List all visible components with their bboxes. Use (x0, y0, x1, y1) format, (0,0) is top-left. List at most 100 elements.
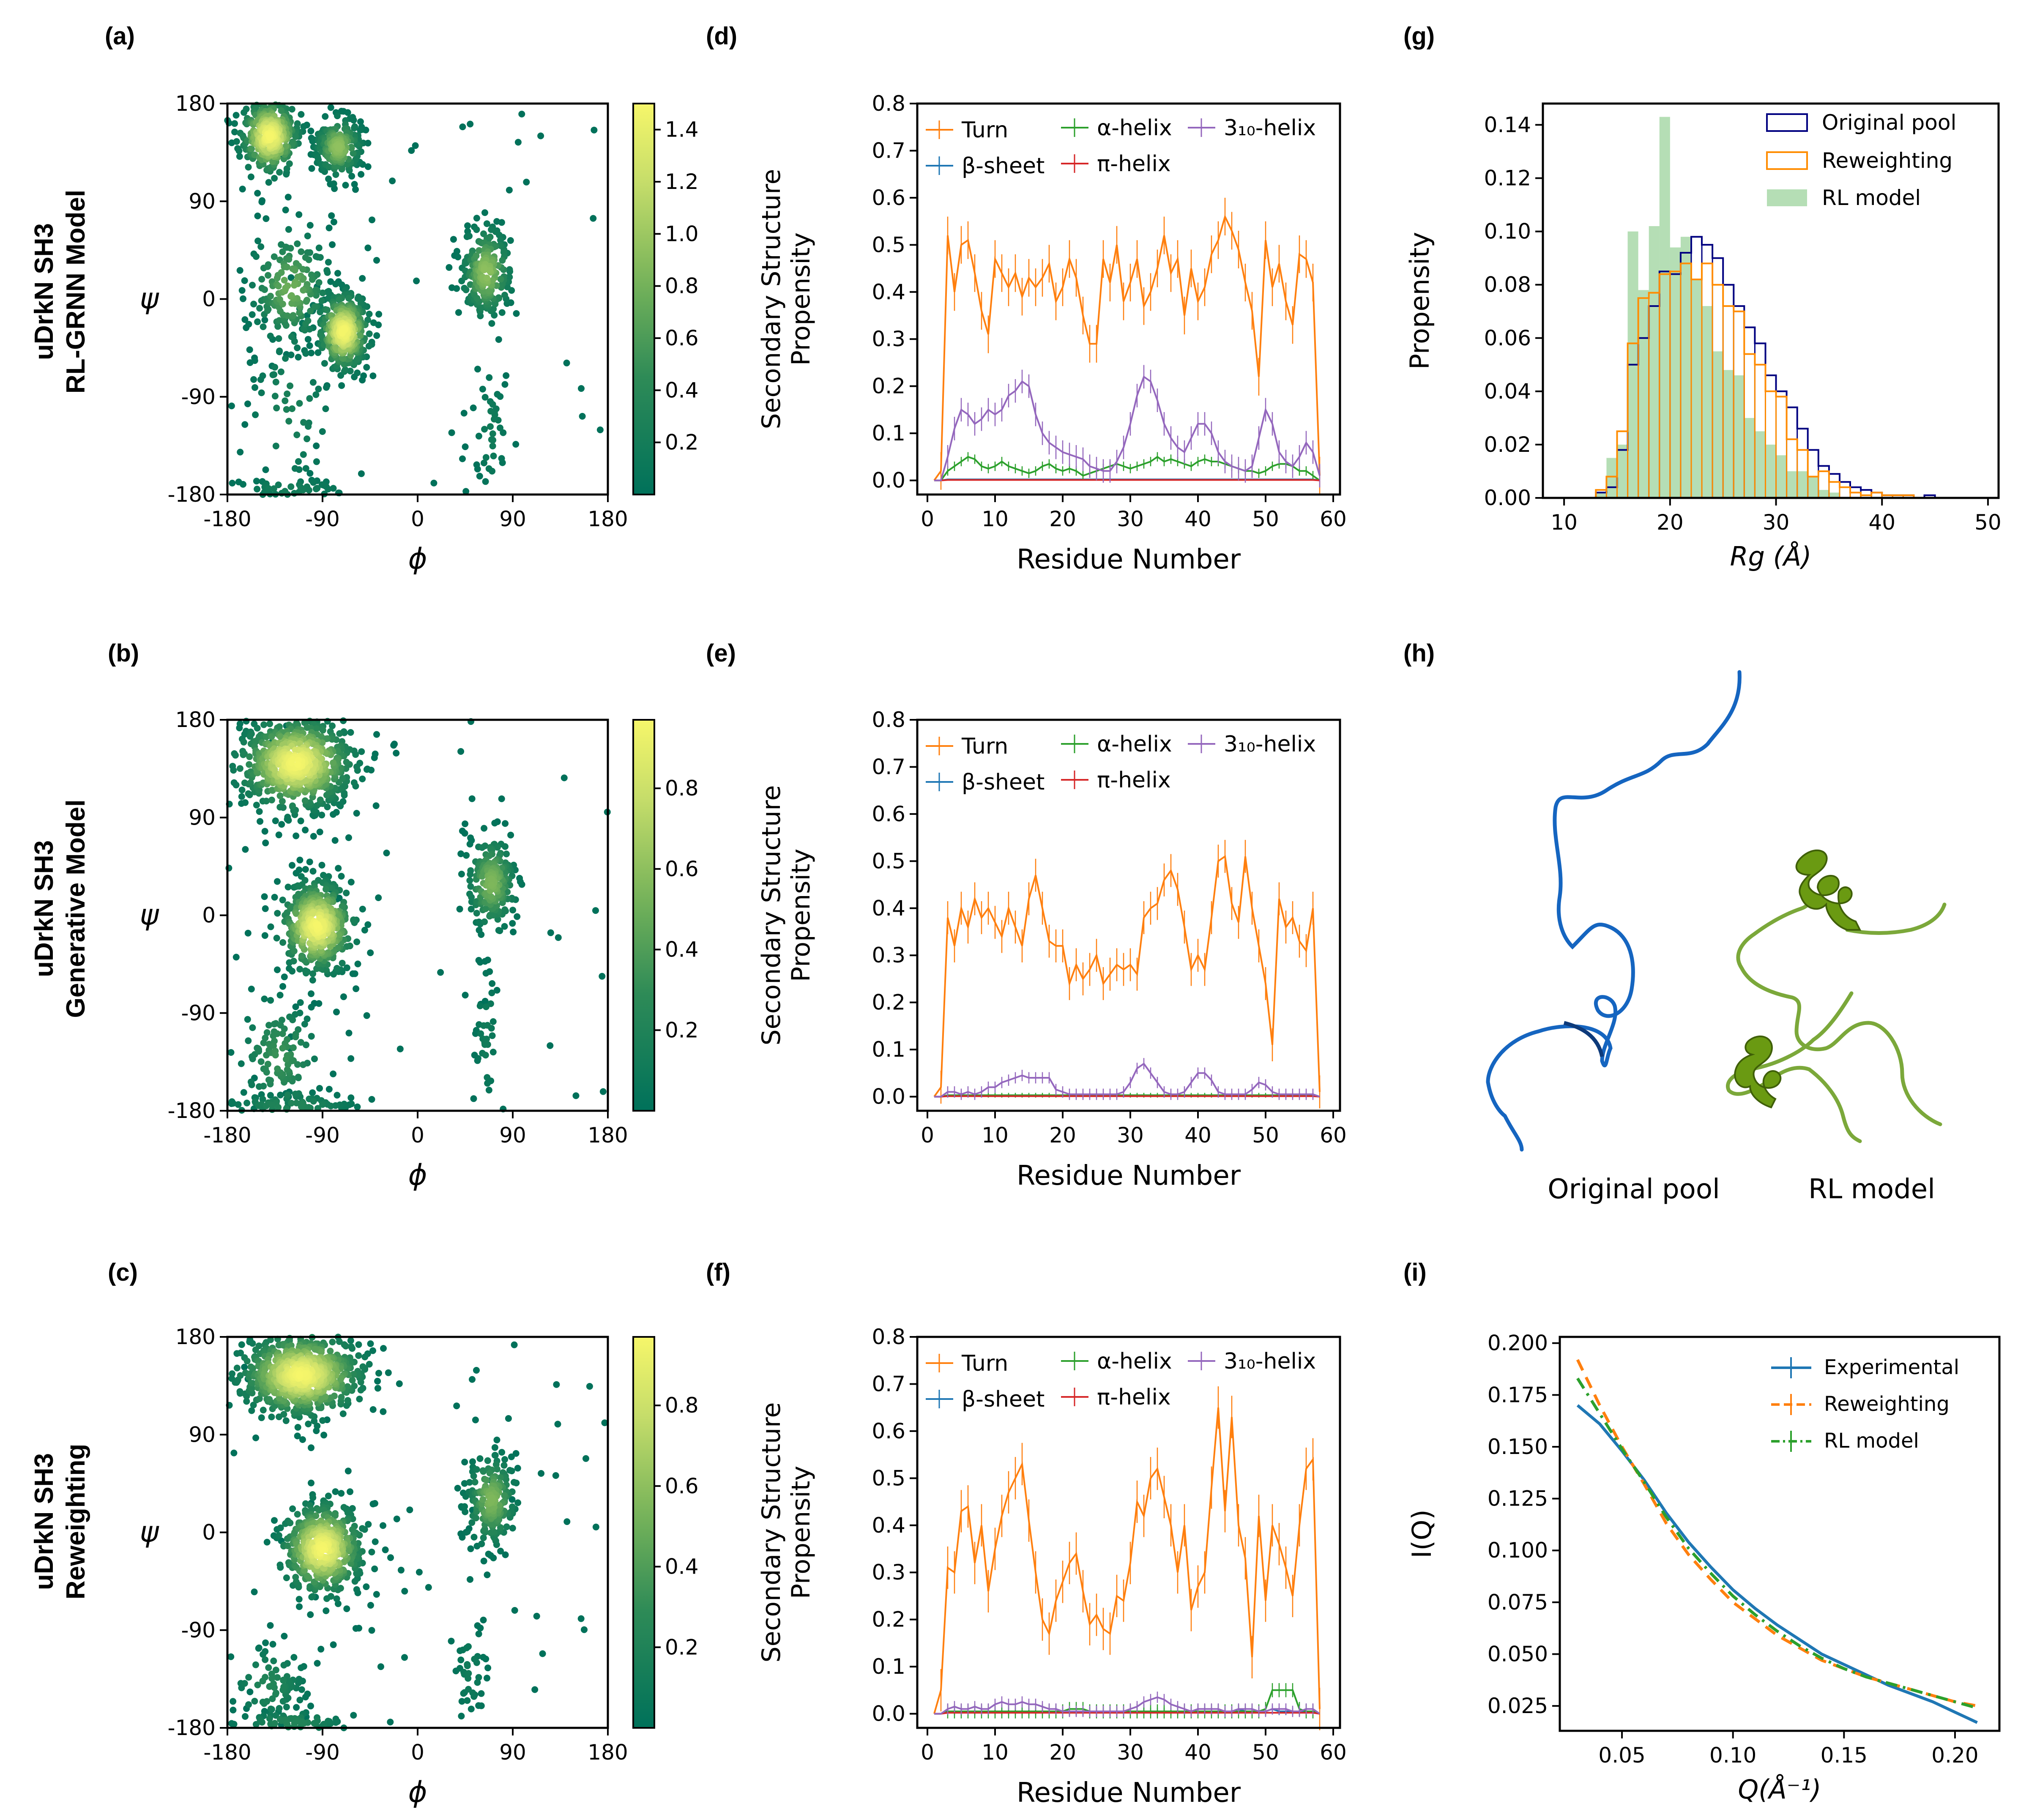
scatter-point (254, 238, 262, 244)
scatter-point (313, 458, 320, 465)
scatter-point (309, 977, 316, 984)
scatter-point (292, 1003, 299, 1010)
scatter-point (294, 1511, 301, 1518)
scatter-point (295, 1596, 303, 1603)
scatter-point (474, 1622, 481, 1629)
scatter-point (343, 964, 350, 971)
scatter-point (365, 1521, 372, 1528)
scatter-point (318, 1349, 325, 1356)
legend-label: π-helix (1097, 151, 1171, 177)
scatter-point (258, 1414, 265, 1421)
scatter-point (294, 893, 301, 900)
scatter-point (491, 820, 498, 827)
y-axis-label-line1: Secondary Structure (757, 169, 786, 429)
scatter-point (563, 1518, 571, 1525)
scatter-point (393, 1515, 400, 1522)
scatter-point (276, 347, 283, 355)
scatter-point (279, 939, 287, 946)
scatter-point (489, 1018, 497, 1025)
scatter-point (288, 292, 295, 299)
scatter-point (555, 934, 562, 941)
scatter-point (489, 430, 496, 437)
scatter-point (356, 332, 363, 339)
panel-label-g: (g) (1403, 22, 1435, 50)
colorbar-tick-label: 0.2 (665, 1018, 699, 1042)
scatter-point (306, 858, 313, 866)
scatter-point (293, 910, 300, 917)
scatter-point (363, 364, 370, 371)
scatter-point (498, 455, 505, 462)
scatter-point (482, 454, 489, 461)
scatter-point (467, 871, 474, 878)
x-tick-label: -180 (203, 1123, 251, 1148)
scatter-point (241, 1364, 248, 1371)
scatter-point (318, 812, 325, 819)
scatter-point (277, 1091, 284, 1099)
scatter-point (311, 1720, 318, 1727)
scatter-point (306, 470, 314, 477)
scatter-point (276, 1561, 284, 1569)
series-line (934, 456, 1321, 481)
scatter-point (489, 980, 496, 987)
scatter-point (503, 1523, 510, 1530)
scatter-point (354, 1103, 361, 1110)
scatter-point (506, 186, 513, 194)
scatter-point (321, 360, 328, 367)
scatter-point (281, 973, 288, 981)
scatter-point (371, 754, 378, 761)
scatter-point (484, 1074, 491, 1081)
scatter-points (225, 717, 611, 1114)
scatter-point (489, 401, 496, 408)
scatter-point (501, 923, 508, 930)
scatter-point (282, 142, 290, 150)
scatter-point (480, 1558, 487, 1565)
scatter-point (487, 407, 495, 415)
scatter-point (283, 1703, 290, 1711)
scatter-point (374, 1385, 381, 1392)
scatter-point (264, 263, 271, 270)
x-tick-label: -180 (203, 1740, 251, 1765)
scatter-point (408, 147, 415, 154)
scatter-point (280, 804, 287, 811)
scatter-point (252, 384, 258, 391)
scatter-point (332, 171, 339, 178)
scatter-point (278, 1017, 285, 1024)
y-axis-label-line2: Propensity (786, 232, 816, 366)
scatter-point (355, 1341, 362, 1348)
scatter-point (243, 1358, 251, 1365)
scatter-point (511, 1341, 518, 1348)
x-tick-label: 30 (1117, 507, 1144, 531)
scatter-point (503, 372, 510, 379)
scatter-point (290, 1531, 298, 1538)
scatter-point (334, 112, 341, 120)
scatter-point (268, 1413, 275, 1421)
scatter-point (238, 287, 246, 294)
scatter-point (267, 333, 274, 339)
scatter-point (236, 153, 243, 160)
scatter-point (274, 878, 281, 885)
scatter-point (475, 1630, 482, 1637)
scatter-point (476, 247, 483, 254)
scatter-point (287, 483, 295, 490)
row-title-b-line2: Generative Model (61, 800, 90, 1018)
scatter-point (401, 1654, 408, 1661)
scatter-point (306, 1583, 314, 1590)
scatter-point (263, 798, 270, 805)
scatter-point (572, 1092, 580, 1099)
scatter-point (369, 216, 375, 224)
scatter-point (468, 1705, 475, 1713)
scatter-point (308, 350, 315, 357)
scatter-point (503, 850, 510, 858)
scatter-point (467, 883, 474, 890)
y-tick-label: 90 (189, 189, 216, 213)
scatter-point (241, 421, 249, 428)
scatter-point (271, 371, 278, 378)
scatter-point (454, 254, 462, 260)
scatter-point (497, 1547, 504, 1555)
scatter-point (476, 918, 482, 926)
scatter-point (465, 1670, 472, 1677)
scatter-point (306, 222, 314, 229)
scatter-point (467, 120, 474, 128)
scatter-point (288, 106, 295, 113)
scatter-point (412, 142, 419, 149)
